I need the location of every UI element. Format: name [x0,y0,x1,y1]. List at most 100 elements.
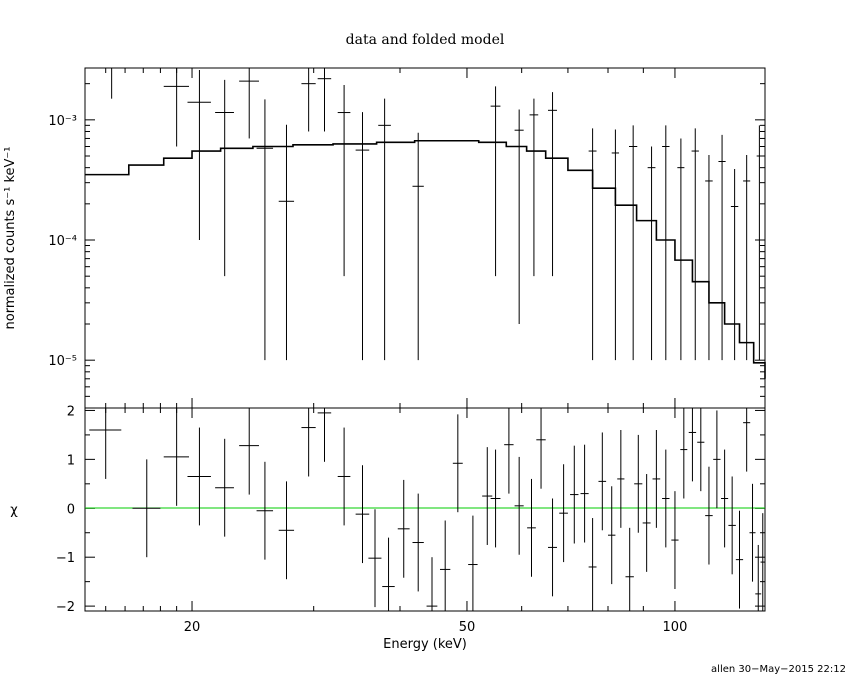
top-panel-y-tick-labels: 10⁻⁵ 10⁻⁴ 10⁻³ [48,114,77,369]
residual-point [755,544,762,611]
x-tick-labels: 20 50 100 [184,620,688,635]
residual-point [514,456,524,555]
top-y-axis-label: normalized counts s⁻¹ keV⁻¹ [3,147,18,330]
data-point [730,168,739,361]
residual-point [426,557,438,611]
bottom-y-axis-label: χ [10,503,18,518]
bottom-panel-ticks [85,408,765,611]
residual-point [705,466,713,565]
x-tick-label: 20 [184,620,201,635]
residual-point [397,479,410,578]
residual-point [559,464,568,563]
residual-point [355,465,370,564]
residual-point [634,434,643,533]
data-point [628,125,638,361]
residual-point [278,481,295,580]
y-tick-label: 10⁻⁴ [48,234,77,249]
data-point [662,125,670,361]
residual-point [547,498,558,597]
data-point [529,98,539,277]
residual-point [760,513,765,611]
residual-point [337,427,351,526]
data-point [718,134,726,361]
residual-point [301,408,316,477]
data-point [611,129,620,361]
residual-point [452,414,463,513]
residual-point [527,478,536,577]
residual-point [504,408,514,494]
residual-point [439,520,451,611]
data-point [301,68,316,132]
residual-point [652,430,661,528]
data-point [215,79,234,277]
data-point [337,84,351,277]
data-point [743,154,751,361]
residual-point [580,444,589,543]
residual-point [368,509,382,608]
model-step-path [85,139,766,379]
residual-point [680,408,688,499]
x-tick-label: 100 [663,620,688,635]
bottom-panel-data-points [89,408,765,611]
residual-point [132,459,161,558]
residual-point [317,408,332,462]
top-panel-frame [84,67,766,409]
residual-point [215,438,234,537]
data-point [187,69,211,241]
residual-point [607,486,616,585]
y-tick-label: 1 [67,453,75,468]
residual-point [588,518,597,611]
data-point [705,154,713,361]
residual-point [163,408,190,506]
footer-stamp: allen 30−May−2015 22:12 [711,664,846,675]
data-point [588,128,597,361]
residual-point [749,483,756,582]
residual-point [490,449,501,548]
data-point [317,68,332,132]
y-tick-label: 10⁻⁵ [48,354,77,369]
residual-point [187,427,211,526]
data-point [163,68,190,147]
residual-point [625,527,634,611]
data-point [514,109,524,325]
residual-point [468,515,478,611]
residual-point [735,510,744,609]
residual-point [256,461,274,560]
data-point [278,124,295,361]
residual-point [239,408,259,495]
data-point [677,138,685,361]
residual-point [743,408,751,472]
data-point [97,67,126,99]
residual-point [570,445,579,544]
y-tick-label: −1 [56,551,75,566]
residual-point [617,430,625,528]
y-tick-label: 0 [67,502,75,517]
residual-point [721,449,729,548]
residual-point [382,537,395,611]
data-point [355,112,370,361]
folded-model-line [85,139,766,379]
residual-point [598,432,607,531]
top-panel-data-points [97,67,763,361]
y-tick-label: 10⁻³ [48,114,77,129]
data-point [647,146,656,361]
data-point [691,128,699,361]
x-tick-label: 50 [459,620,476,635]
bottom-panel-y-tick-labels: −2 −1 0 1 2 [56,404,75,615]
residual-point [412,493,424,592]
residual-point [671,491,679,589]
data-point [547,92,558,277]
y-tick-label: 2 [67,404,75,419]
residual-point [688,408,697,482]
data-point [256,99,274,361]
x-axis-label: Energy (keV) [383,637,467,652]
data-point [756,125,763,361]
residual-point [536,408,546,489]
residual-point [697,408,705,492]
y-tick-label: −2 [56,600,75,615]
data-point [239,68,259,139]
data-point [490,86,501,277]
residual-point [89,408,122,479]
top-panel-ticks [85,68,765,409]
